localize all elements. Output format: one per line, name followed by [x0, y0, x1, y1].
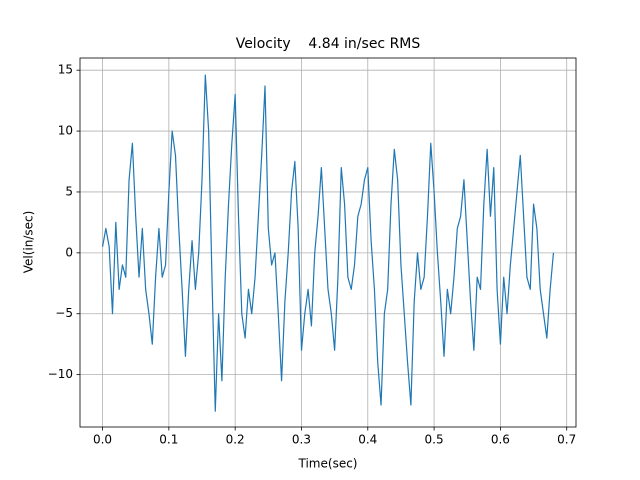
y-tick-label: 5 — [65, 184, 73, 198]
x-tick-label: 0.1 — [159, 433, 178, 447]
y-tick-label: −5 — [55, 306, 73, 320]
x-tick-label: 0.2 — [226, 433, 245, 447]
x-tick-label: 0.3 — [292, 433, 311, 447]
grid — [80, 58, 576, 427]
x-tick-label: 0.5 — [425, 433, 444, 447]
axes-frame — [79, 57, 577, 428]
x-tick-label: 0.4 — [358, 433, 377, 447]
chart-title: Velocity 4.84 in/sec RMS — [236, 36, 421, 52]
x-tick-label: 0.6 — [491, 433, 510, 447]
y-tick-label: 0 — [65, 245, 73, 259]
x-tick-label: 0.0 — [93, 433, 112, 447]
x-axis-label: Time(sec) — [298, 457, 358, 471]
x-tick-label: 0.7 — [557, 433, 576, 447]
plot — [101, 74, 555, 412]
y-tick-label: 15 — [58, 63, 73, 77]
y-tick-label: −10 — [48, 367, 73, 381]
line-series — [101, 74, 555, 412]
y-tick-label: 10 — [58, 124, 73, 138]
y-axis-label: Vel(in/sec) — [22, 211, 36, 274]
